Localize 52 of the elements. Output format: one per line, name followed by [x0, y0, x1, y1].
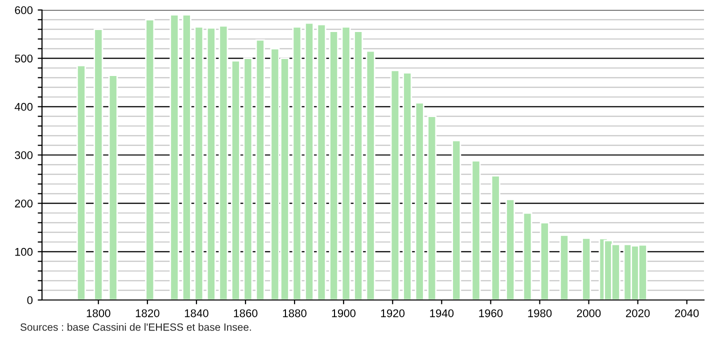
bar — [366, 50, 376, 300]
x-tick-label: 2040 — [675, 309, 699, 318]
bar — [490, 175, 500, 300]
bar — [206, 27, 216, 300]
x-tick-label: 2000 — [576, 309, 601, 318]
x-tick-label: 1880 — [283, 309, 306, 318]
bar — [304, 22, 314, 300]
bar — [316, 24, 326, 300]
bar — [243, 58, 253, 300]
x-tick-label: 1920 — [381, 309, 405, 318]
bar — [402, 72, 412, 300]
x-tick-label: 2020 — [626, 309, 650, 318]
bar — [414, 102, 424, 300]
y-tick-label: 100 — [15, 248, 33, 256]
bar — [218, 25, 228, 300]
bar — [354, 30, 364, 300]
x-tick-label: 1960 — [479, 309, 503, 318]
y-tick-label: 200 — [14, 200, 33, 208]
y-tick-label: 0 — [27, 296, 33, 304]
source-note: Sources : base Cassini de l'EHESS et base Insee. — [20, 323, 251, 331]
bar — [255, 39, 265, 300]
x-tick-label: 1860 — [234, 309, 258, 318]
bar — [94, 28, 104, 300]
bar — [194, 26, 204, 300]
x-tick-label: 1800 — [86, 309, 110, 318]
bar — [427, 116, 437, 300]
x-tick-label: 1980 — [528, 309, 552, 318]
bar — [76, 64, 86, 300]
y-tick-label: 300 — [14, 151, 33, 160]
bar — [390, 70, 400, 300]
x-tick-label: 1840 — [184, 309, 208, 318]
bar — [145, 18, 155, 300]
x-tick-label: 1900 — [332, 309, 356, 318]
x-tick-label: 1940 — [430, 309, 454, 318]
x-tick-label: 1820 — [136, 309, 160, 318]
bar — [329, 30, 339, 300]
bar — [182, 14, 192, 300]
bar — [292, 26, 302, 300]
bar — [471, 160, 481, 300]
bar — [108, 74, 118, 300]
bar — [452, 140, 462, 300]
bar — [506, 198, 516, 300]
bar — [170, 14, 180, 300]
y-tick-label: 600 — [15, 6, 33, 14]
bar — [230, 60, 240, 300]
bar — [560, 234, 569, 300]
bar — [582, 237, 592, 300]
bar — [341, 26, 351, 300]
bar — [522, 212, 532, 300]
y-tick-label: 500 — [14, 54, 33, 62]
bar — [540, 222, 550, 300]
y-tick-label: 400 — [14, 102, 33, 111]
